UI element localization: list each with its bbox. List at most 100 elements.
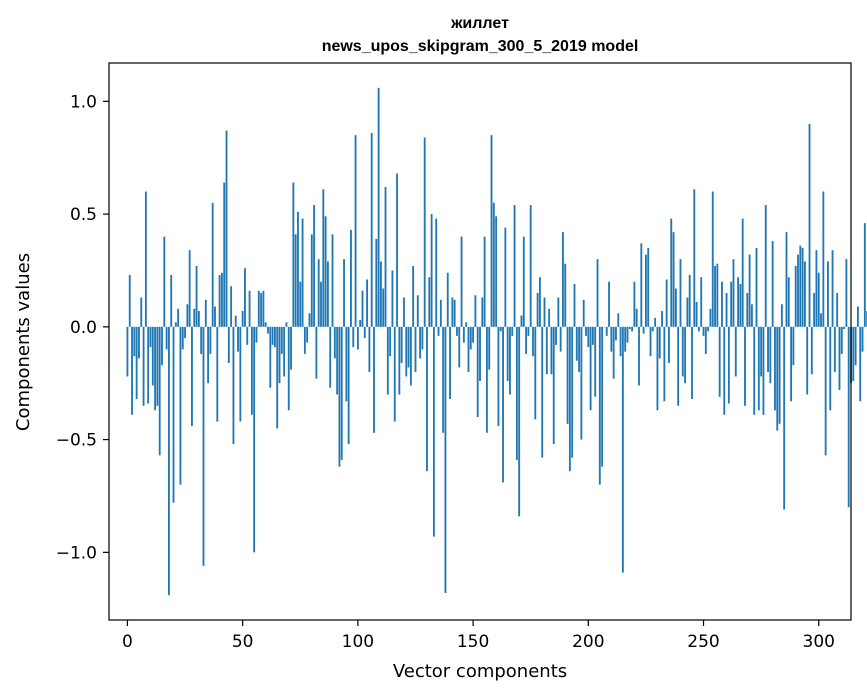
bar bbox=[557, 297, 560, 327]
bar bbox=[186, 304, 189, 327]
bar bbox=[336, 326, 339, 395]
bar bbox=[843, 326, 846, 330]
bar bbox=[379, 261, 382, 327]
bar bbox=[287, 326, 290, 411]
bar bbox=[658, 326, 661, 359]
bar bbox=[787, 277, 790, 327]
bar bbox=[370, 132, 373, 327]
bar bbox=[299, 281, 302, 327]
bar bbox=[633, 281, 636, 327]
bar bbox=[725, 293, 728, 327]
bar bbox=[591, 326, 594, 345]
bar bbox=[271, 326, 274, 345]
bar bbox=[214, 306, 216, 327]
bar bbox=[601, 326, 604, 467]
bar bbox=[771, 241, 774, 327]
bar bbox=[626, 326, 629, 343]
bar bbox=[628, 326, 631, 330]
bar bbox=[594, 326, 597, 397]
plot-frame bbox=[108, 62, 852, 621]
bar bbox=[347, 326, 350, 445]
x-tick-label: 100 bbox=[342, 632, 374, 652]
bar bbox=[520, 315, 523, 327]
bar bbox=[451, 297, 454, 327]
bar bbox=[405, 326, 408, 377]
bar bbox=[359, 320, 362, 327]
bar bbox=[329, 326, 332, 388]
bar bbox=[474, 295, 477, 327]
bar bbox=[322, 189, 325, 327]
bar bbox=[562, 232, 564, 327]
x-tick-label: 0 bbox=[122, 632, 133, 652]
bar bbox=[204, 299, 207, 327]
bar bbox=[621, 326, 624, 573]
x-tick-label: 300 bbox=[803, 632, 835, 652]
bar bbox=[709, 308, 712, 327]
bar bbox=[525, 326, 528, 354]
bar bbox=[642, 326, 645, 334]
bar bbox=[467, 326, 470, 372]
bar bbox=[854, 326, 857, 366]
bar bbox=[495, 216, 498, 327]
bar bbox=[188, 250, 191, 327]
bar bbox=[407, 326, 410, 368]
bar bbox=[273, 326, 276, 348]
bar bbox=[797, 254, 799, 327]
bar bbox=[801, 247, 804, 327]
y-tick-label: −0.5 bbox=[56, 431, 97, 451]
bar bbox=[161, 326, 163, 366]
bar bbox=[808, 123, 811, 327]
bar bbox=[509, 326, 511, 395]
bar bbox=[324, 216, 327, 327]
bar bbox=[704, 326, 707, 354]
bar bbox=[179, 326, 182, 485]
bar bbox=[154, 326, 157, 411]
bar bbox=[677, 326, 680, 406]
bar bbox=[315, 326, 318, 379]
bar bbox=[174, 322, 177, 327]
bar bbox=[564, 263, 567, 327]
bar bbox=[239, 326, 242, 422]
bar bbox=[144, 191, 147, 327]
bar bbox=[317, 259, 320, 327]
bar bbox=[502, 326, 504, 483]
bar bbox=[131, 326, 133, 415]
bar bbox=[619, 326, 622, 357]
bar bbox=[432, 326, 435, 537]
bar bbox=[437, 326, 440, 336]
bar bbox=[527, 326, 530, 336]
bar bbox=[536, 293, 539, 327]
bar bbox=[716, 263, 719, 327]
bar bbox=[262, 290, 265, 327]
bar bbox=[423, 137, 426, 327]
bar bbox=[651, 326, 654, 332]
bar bbox=[794, 265, 797, 327]
bar bbox=[780, 304, 783, 327]
bar bbox=[571, 326, 574, 458]
bar bbox=[492, 202, 495, 327]
bar bbox=[815, 250, 818, 327]
bar bbox=[200, 326, 203, 354]
bar bbox=[711, 191, 714, 327]
bar bbox=[721, 281, 723, 327]
bar bbox=[697, 326, 700, 332]
bar bbox=[276, 326, 279, 429]
bar bbox=[458, 326, 461, 368]
bar bbox=[497, 326, 500, 427]
bar bbox=[746, 293, 749, 327]
bar bbox=[552, 326, 555, 445]
bar bbox=[290, 326, 292, 370]
bar bbox=[412, 265, 415, 327]
bar bbox=[596, 259, 599, 327]
bar bbox=[216, 326, 219, 422]
bar bbox=[861, 326, 864, 352]
bar bbox=[207, 326, 210, 384]
bar bbox=[253, 326, 256, 553]
bar bbox=[691, 326, 693, 399]
bar bbox=[785, 232, 788, 327]
bar bbox=[435, 218, 438, 327]
bar bbox=[573, 284, 576, 327]
bar bbox=[294, 234, 297, 327]
bar bbox=[126, 326, 129, 377]
